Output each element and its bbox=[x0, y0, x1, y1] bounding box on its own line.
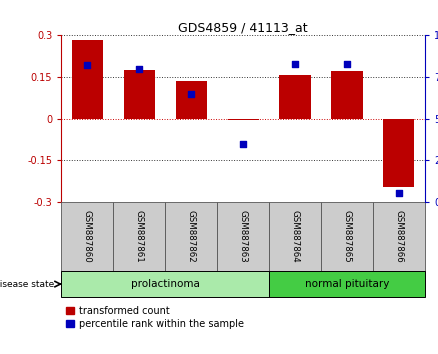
Bar bbox=[113, 202, 165, 271]
Legend: transformed count, percentile rank within the sample: transformed count, percentile rank withi… bbox=[66, 306, 244, 329]
Text: GSM887860: GSM887860 bbox=[83, 210, 92, 263]
Bar bbox=[373, 202, 425, 271]
Text: prolactinoma: prolactinoma bbox=[131, 279, 200, 289]
Text: GSM887861: GSM887861 bbox=[135, 210, 144, 263]
Point bbox=[343, 61, 350, 67]
Point bbox=[396, 190, 403, 196]
Text: GSM887863: GSM887863 bbox=[239, 210, 247, 263]
Bar bbox=[279, 75, 311, 119]
Bar bbox=[217, 202, 269, 271]
Bar bbox=[72, 40, 103, 119]
Bar bbox=[321, 202, 373, 271]
Text: normal pituitary: normal pituitary bbox=[305, 279, 389, 289]
Bar bbox=[269, 202, 321, 271]
Text: GSM887866: GSM887866 bbox=[394, 210, 403, 263]
Point bbox=[84, 63, 91, 68]
Text: GSM887865: GSM887865 bbox=[343, 210, 351, 263]
Text: disease state: disease state bbox=[0, 280, 54, 289]
Point bbox=[240, 141, 247, 146]
Bar bbox=[61, 202, 113, 271]
Point bbox=[136, 66, 143, 72]
Bar bbox=[124, 70, 155, 119]
Bar bbox=[61, 271, 269, 297]
Point bbox=[292, 61, 299, 67]
Title: GDS4859 / 41113_at: GDS4859 / 41113_at bbox=[178, 21, 308, 34]
Bar bbox=[227, 119, 259, 120]
Point bbox=[187, 91, 194, 96]
Bar bbox=[176, 81, 207, 119]
Text: GSM887864: GSM887864 bbox=[290, 210, 300, 263]
Bar bbox=[383, 119, 414, 187]
Bar bbox=[332, 72, 363, 119]
Bar bbox=[165, 202, 217, 271]
Text: GSM887862: GSM887862 bbox=[187, 210, 196, 263]
Bar bbox=[269, 271, 425, 297]
